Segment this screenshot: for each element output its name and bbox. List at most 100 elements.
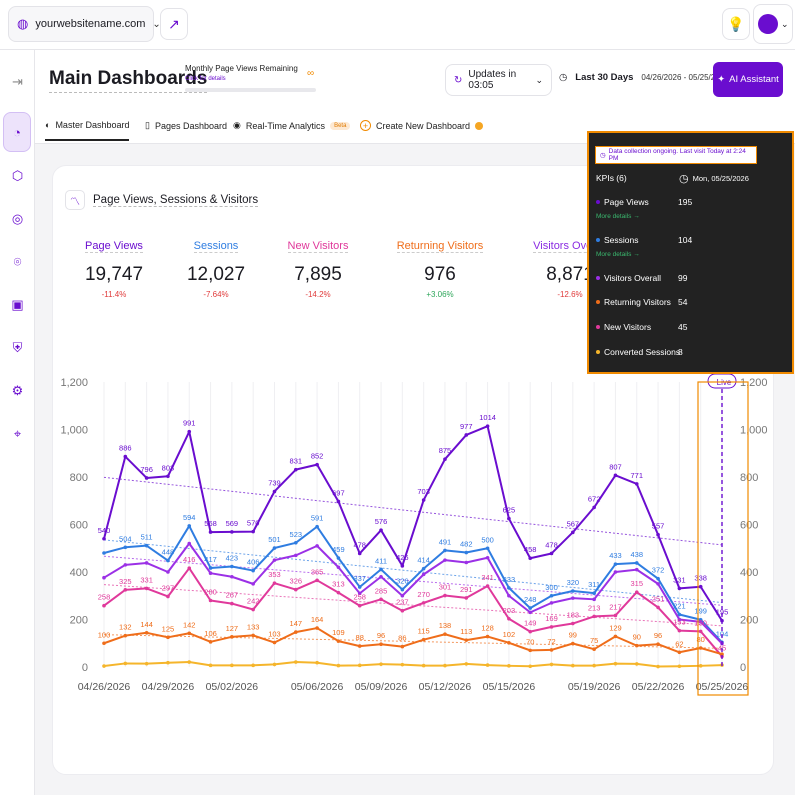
sidebar-item-reports[interactable]: ⬡ [4, 162, 31, 189]
y-tick-label: 200 [70, 615, 88, 627]
data-point [464, 560, 469, 565]
data-point [443, 457, 447, 461]
user-menu[interactable]: ⌄ [753, 4, 793, 44]
data-point [592, 505, 596, 510]
sidebar-collapse-icon[interactable]: ⇥ [12, 73, 23, 89]
chevron-down-icon: ⌄ [152, 18, 161, 30]
y-tick-label: 0 [82, 662, 88, 674]
sidebar-item-security[interactable]: ⛨ [4, 334, 31, 361]
data-point [421, 637, 426, 642]
series-line [103, 425, 723, 622]
data-point [549, 648, 554, 652]
kpi-new-visitors[interactable]: New Visitors 7,895 -14.2% [263, 236, 373, 299]
data-point [208, 598, 213, 603]
kpi-change: -14.2% [305, 290, 331, 299]
sidebar-item-location[interactable]: ⌖ [4, 420, 31, 447]
lightbulb-button[interactable]: 💡 [722, 8, 750, 40]
data-label: 62 [675, 639, 683, 648]
data-label: 423 [226, 554, 239, 563]
data-collection-text: Data collection ongoing. Last visit Toda… [608, 148, 746, 162]
updates-dropdown[interactable]: ↻ Updates in 03:05 ⌄ [445, 64, 552, 96]
tab-label: Create New Dashboard [376, 120, 471, 131]
more-details-link[interactable]: More details → [596, 251, 640, 258]
data-point [421, 601, 426, 605]
data-point [272, 546, 277, 550]
x-tick-label: 04/26/2026 [78, 681, 131, 693]
tab-create-new-dashboard[interactable]: + Create New Dashboard [360, 120, 484, 131]
sidebar-item-settings[interactable]: ⚙ [4, 377, 31, 404]
sidebar-item-dashboard[interactable]: ◔ [3, 112, 31, 152]
row-name: Converted Sessions [604, 347, 681, 357]
data-label: 523 [290, 530, 303, 539]
data-point [634, 643, 639, 648]
data-label: 540 [98, 526, 111, 535]
y-tick-label-right: 200 [740, 615, 758, 627]
data-point [677, 664, 682, 669]
bag-icon: ⬡ [11, 167, 24, 183]
y-tick-label-right: 0 [740, 662, 746, 674]
data-point [549, 593, 554, 598]
website-name: yourwebsitename.com [35, 18, 146, 30]
kpi-returning-visitors[interactable]: Returning Visitors 976 +3.06% [385, 236, 495, 299]
data-point [357, 663, 362, 668]
data-label: 291 [460, 585, 473, 594]
data-point [357, 603, 362, 608]
row-value: 104 [678, 235, 693, 245]
page-views-details-link[interactable]: Click for details [185, 76, 226, 82]
tab-master-dashboard[interactable]: ◐ Master Dashboard [45, 120, 130, 141]
website-selector[interactable]: ◍ yourwebsitename.com ⌄ [8, 6, 161, 42]
data-point [251, 529, 255, 534]
data-point [549, 625, 554, 629]
tab-pages-dashboard[interactable]: ▯ Pages Dashboard [145, 120, 227, 131]
trend-line [103, 634, 723, 649]
data-label: 511 [141, 533, 153, 542]
data-label: 300 [545, 583, 558, 592]
lightbulb-icon: 💡 [727, 15, 745, 32]
series-line [103, 542, 723, 645]
data-point [528, 629, 533, 634]
beta-badge: Beta [330, 121, 351, 130]
data-point [315, 578, 319, 583]
series-line [103, 567, 723, 657]
data-label: 70 [526, 637, 534, 646]
data-point [677, 650, 682, 655]
kpi-name: Returning Visitors [396, 240, 484, 253]
external-link-button[interactable]: ↗ [160, 8, 188, 40]
data-point [656, 605, 660, 610]
series-dot-icon [596, 350, 600, 354]
data-point [677, 586, 682, 591]
data-point [315, 626, 319, 630]
data-label: 104 [716, 629, 729, 638]
trend-line [103, 584, 723, 627]
y-tick-label-right: 400 [740, 567, 758, 579]
kpi-value: 12,027 [186, 264, 246, 285]
data-point [187, 541, 192, 546]
y-tick-label-right: 1,000 [740, 425, 768, 437]
data-point [571, 621, 575, 626]
kpi-page-views[interactable]: Page Views 19,747 -11.4% [59, 236, 169, 299]
sidebar-item-tracking[interactable]: ⌾ [4, 248, 31, 275]
data-point [443, 548, 447, 553]
data-point [400, 644, 405, 649]
data-point [315, 524, 319, 529]
tooltip-row: Converted Sessions [596, 347, 680, 357]
data-label: 149 [524, 619, 537, 628]
data-point [698, 620, 703, 624]
row-value: 8 [678, 347, 683, 357]
data-point [677, 628, 682, 633]
kpi-sessions[interactable]: Sessions 12,027 -7.64% [161, 236, 271, 299]
more-details-link[interactable]: More details → [596, 213, 640, 220]
ai-assistant-button[interactable]: ✦ AI Assistant [713, 62, 783, 97]
x-tick-label: 05/02/2026 [206, 681, 259, 693]
sidebar-item-messages[interactable]: ▣ [4, 291, 31, 318]
tab-real-time-analytics[interactable]: ◉ Real-Time Analytics Beta [233, 120, 351, 131]
data-point [336, 663, 341, 668]
data-label: 258 [98, 593, 111, 602]
data-label: 594 [183, 513, 196, 522]
data-point [336, 565, 341, 570]
x-tick-label: 05/15/2026 [483, 681, 536, 693]
data-label: 803 [162, 463, 175, 472]
data-point [656, 664, 660, 669]
sidebar-item-analytics[interactable]: ◎ [4, 205, 31, 232]
data-point [336, 639, 341, 643]
